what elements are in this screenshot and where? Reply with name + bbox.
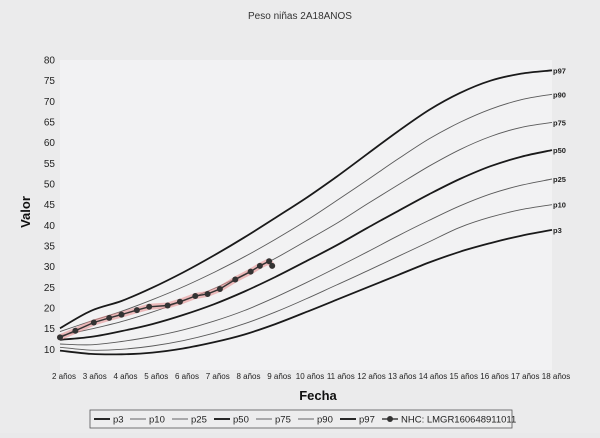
x-tick-label: 12 años xyxy=(357,372,385,381)
y-tick-label: 35 xyxy=(44,242,56,253)
plot-area xyxy=(60,60,552,370)
patient-point xyxy=(133,307,140,314)
y-tick-label: 80 xyxy=(44,56,56,67)
legend-label-p75: p75 xyxy=(275,415,291,426)
y-tick-label: 55 xyxy=(44,159,56,170)
x-tick-label: 18 años xyxy=(542,372,570,381)
x-tick-label: 10 años xyxy=(296,372,324,381)
x-tick-label: 17 años xyxy=(511,372,539,381)
y-tick-label: 60 xyxy=(44,138,56,149)
series-layer: p3 p10 p25 p50 p75 p90 p97 xyxy=(57,66,566,356)
series-end-label-p50: p50 xyxy=(553,146,566,155)
legend-label-p50: p50 xyxy=(233,415,249,426)
series-line-p3 xyxy=(59,229,553,356)
series-line-p90 xyxy=(59,93,553,333)
patient-point xyxy=(106,314,113,321)
x-tick-label: 7 años xyxy=(206,372,230,381)
y-tick-label: 10 xyxy=(44,345,56,356)
series-end-label-p10: p10 xyxy=(553,201,566,210)
y-tick-label: 50 xyxy=(44,180,56,191)
legend-label-p3: p3 xyxy=(113,415,124,426)
legend-label-p10: p10 xyxy=(149,415,165,426)
y-tick-label: 20 xyxy=(44,304,56,315)
patient-point xyxy=(164,302,171,309)
patient-point xyxy=(256,262,263,269)
series-end-label-p75: p75 xyxy=(553,118,566,127)
chart-title: Peso niñas 2A18ANOS xyxy=(248,11,352,22)
patient-point xyxy=(57,334,63,341)
ticks-layer: 10 15 20 25 30 35 40 45 50 55 60 65 70 75 80 2 años 3 añ… xyxy=(44,56,570,382)
x-tick-label: 9 años xyxy=(267,372,291,381)
series-end-label-p97: p97 xyxy=(553,66,566,75)
x-tick-label: 16 años xyxy=(480,372,508,381)
series-end-label-p25: p25 xyxy=(553,175,566,184)
y-tick-label: 75 xyxy=(44,76,56,87)
x-tick-label: 14 años xyxy=(419,372,447,381)
patient-point xyxy=(204,290,211,297)
y-tick-label: 70 xyxy=(44,97,56,108)
y-axis-label: Valor xyxy=(18,196,33,228)
y-tick-label: 40 xyxy=(44,221,56,232)
x-tick-label: 11 años xyxy=(327,372,355,381)
series-line-p10 xyxy=(59,204,553,351)
y-tick-label: 65 xyxy=(44,118,56,129)
series-end-label-p90: p90 xyxy=(553,90,566,99)
x-tick-label: 15 años xyxy=(450,372,478,381)
patient-point xyxy=(247,268,254,275)
y-tick-label: 30 xyxy=(44,262,56,273)
x-axis-label: Fecha xyxy=(299,388,337,403)
series-line-p25 xyxy=(59,178,553,346)
x-tick-label: 3 años xyxy=(83,372,107,381)
patient-point xyxy=(216,285,223,292)
series-line-p75 xyxy=(59,121,553,337)
x-tick-label: 13 años xyxy=(388,372,416,381)
legend-label-p90: p90 xyxy=(317,415,333,426)
patient-point xyxy=(176,298,183,305)
legend-marker-patient xyxy=(387,416,393,422)
legend-label-p25: p25 xyxy=(191,415,207,426)
x-tick-label: 2 años xyxy=(52,372,76,381)
legend: p3 p10 p25 p50 p75 p90 p97 NHC: LMGR16064891101… xyxy=(89,409,516,429)
series-end-label-p3: p3 xyxy=(553,226,562,235)
legend-label-p97: p97 xyxy=(359,415,375,426)
patient-point xyxy=(118,311,125,318)
y-tick-label: 25 xyxy=(44,283,56,294)
x-tick-label: 6 años xyxy=(175,372,199,381)
patient-point xyxy=(266,258,273,265)
x-tick-label: 5 años xyxy=(144,372,168,381)
plot-background xyxy=(60,60,552,370)
x-tick-label: 8 años xyxy=(236,372,260,381)
patient-point xyxy=(146,303,153,310)
patient-point xyxy=(192,293,199,300)
patient-point xyxy=(90,319,97,326)
patient-point xyxy=(232,276,239,283)
legend-label-NHC: LMGR160648911011: NHC: LMGR160648911011 xyxy=(401,415,516,426)
y-tick-label: 15 xyxy=(44,324,56,335)
series-line-p97 xyxy=(59,69,553,330)
patient-point xyxy=(72,327,79,334)
patient-point xyxy=(269,262,276,269)
x-tick-label: 4 años xyxy=(113,372,137,381)
series-line-p50 xyxy=(59,149,553,341)
y-tick-label: 45 xyxy=(44,200,56,211)
